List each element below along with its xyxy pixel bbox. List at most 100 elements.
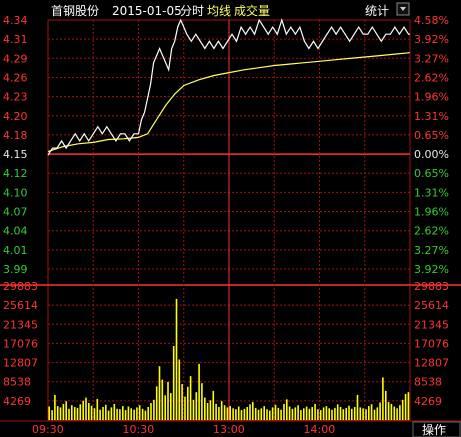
volume-bar: [249, 404, 251, 420]
operate-button[interactable]: 操作: [422, 422, 446, 437]
price-tick-label: 4.34: [3, 14, 28, 27]
volume-bar: [399, 405, 401, 420]
percent-tick-label: 1.31%: [414, 186, 449, 199]
stats-dropdown-icon[interactable]: [396, 2, 410, 16]
volume-bar: [254, 407, 257, 420]
volume-bar: [172, 346, 175, 420]
percent-tick-label: 0.65%: [414, 167, 449, 180]
volume-bar: [226, 407, 229, 420]
volume-bar: [291, 408, 294, 420]
stock-name[interactable]: 首钢股份: [51, 4, 99, 18]
volume-bar: [240, 410, 243, 420]
chart-footer: 09:30 10:30 13:00 14:00 操作: [0, 420, 461, 437]
volume-bar: [192, 399, 195, 420]
volume-bar: [178, 359, 181, 420]
volume-bar: [328, 408, 330, 420]
average-price-series: [47, 52, 411, 153]
volume-bar: [113, 403, 116, 420]
volume-bar: [376, 407, 379, 420]
volume-tick-label: 4269: [3, 395, 31, 408]
volume-bar: [351, 408, 353, 420]
view-label: 分时: [180, 4, 204, 18]
volume-bar: [167, 381, 169, 420]
stats-button[interactable]: 统计: [365, 4, 389, 18]
volume-bar: [288, 406, 291, 420]
price-line: [47, 18, 410, 156]
percent-tick-label: 2.62%: [414, 225, 449, 238]
volume-bar: [68, 408, 70, 420]
volume-bar: [336, 404, 339, 420]
volume-tick-label: 12807: [414, 357, 449, 370]
volume-bar: [271, 407, 274, 420]
volume-bar: [277, 407, 280, 420]
volume-bar: [141, 408, 144, 420]
volume-bar: [54, 394, 56, 420]
volume-bar: [283, 403, 285, 420]
volume-bar: [305, 406, 308, 420]
volume-bar: [269, 410, 271, 420]
volume-bar: [82, 400, 84, 420]
volume-bar: [252, 402, 254, 420]
volume-axis: 29883 29883 25614 25614 21345 21345 17076 17076…: [3, 280, 449, 408]
time-tick-label: 10:30: [123, 423, 155, 436]
volume-bar: [65, 401, 67, 420]
volume-bar: [59, 407, 62, 420]
volume-legend[interactable]: 成交量: [234, 3, 270, 18]
volume-bar: [85, 397, 87, 420]
volume-bar: [73, 407, 76, 420]
volume-bar: [218, 407, 220, 420]
volume-bar: [102, 407, 104, 420]
volume-bar: [155, 386, 158, 420]
volume-bar: [370, 404, 373, 420]
time-axis: 09:30 10:30 13:00 14:00: [32, 423, 335, 436]
volume-bar: [212, 390, 215, 420]
volume-bar: [280, 409, 282, 420]
volume-bar: [147, 407, 149, 420]
volume-bar: [96, 398, 99, 420]
time-tick-label: 09:30: [32, 423, 64, 436]
volume-bar: [353, 407, 356, 420]
volume-bar: [124, 410, 127, 420]
volume-bars: [48, 298, 410, 420]
price-tick-label: 4.20: [3, 110, 28, 123]
volume-bar: [90, 405, 93, 420]
volume-bar: [385, 390, 387, 420]
price-tick-label: 4.07: [3, 206, 28, 219]
volume-bar: [382, 377, 384, 420]
volume-tick-label: 8538: [414, 376, 442, 389]
volume-bar: [175, 298, 178, 420]
volume-tick-label: 12807: [3, 357, 38, 370]
volume-bar: [387, 402, 390, 420]
avg-line-legend[interactable]: 均线: [207, 4, 231, 18]
volume-bar: [331, 409, 333, 420]
volume-bar: [311, 407, 313, 420]
volume-bar: [286, 399, 288, 420]
percent-tick-label: 1.96%: [414, 206, 449, 219]
volume-bar: [204, 397, 206, 420]
volume-bar: [373, 409, 376, 420]
volume-bar: [150, 403, 152, 420]
operate-button-frame[interactable]: [412, 421, 461, 437]
volume-bar: [105, 404, 107, 420]
volume-bar: [138, 405, 141, 420]
volume-bar: [294, 407, 297, 420]
price-tick-label: 4.04: [3, 225, 28, 238]
volume-bar: [393, 406, 396, 420]
percent-tick-label: 3.27%: [414, 52, 449, 65]
volume-bar: [48, 406, 50, 420]
percent-tick-label: 1.96%: [414, 91, 449, 104]
percent-tick-label: 2.62%: [414, 71, 449, 84]
volume-bar: [325, 406, 328, 420]
price-tick-label: 4.23: [3, 91, 28, 104]
volume-bar: [362, 408, 364, 420]
volume-bar: [308, 408, 311, 420]
volume-bar: [266, 409, 268, 420]
price-series: [47, 18, 410, 156]
volume-bar: [368, 406, 370, 420]
volume-bar: [260, 408, 263, 420]
percent-tick-label: 3.27%: [414, 244, 449, 257]
volume-bar: [215, 403, 217, 420]
volume-bar: [257, 409, 260, 420]
price-tick-label: 3.99: [3, 263, 28, 276]
